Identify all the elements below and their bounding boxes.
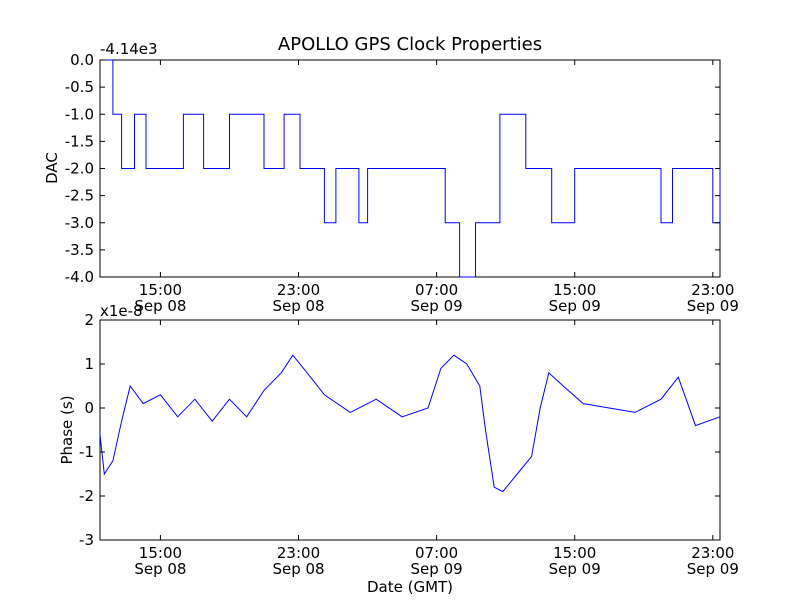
x-tick-label-time: 15:00: [139, 544, 182, 562]
dac-y-axis-label: DAC: [43, 152, 61, 184]
x-tick-label-date: Sep 09: [549, 297, 601, 315]
y-tick-label: -1: [79, 443, 94, 461]
x-tick-label-time: 15:00: [553, 281, 596, 299]
y-tick-label: -3.5: [65, 241, 94, 259]
y-tick-label: -2: [79, 487, 94, 505]
y-tick-label: 1: [84, 355, 94, 373]
chart-title: APOLLO GPS Clock Properties: [278, 34, 542, 55]
phase-y-axis-label: Phase (s): [58, 395, 76, 464]
x-tick-label-date: Sep 08: [272, 560, 324, 578]
x-tick-label-date: Sep 08: [134, 560, 186, 578]
y-tick-label: -4.0: [65, 268, 94, 286]
x-tick-label-date: Sep 08: [134, 297, 186, 315]
y-tick-label: -1.5: [65, 132, 94, 150]
x-tick-label-date: Sep 09: [411, 560, 463, 578]
x-tick-label-time: 07:00: [415, 544, 458, 562]
x-tick-label-date: Sep 09: [549, 560, 601, 578]
x-tick-label-time: 23:00: [277, 544, 320, 562]
series-line: [99, 354, 721, 493]
dac-series: [100, 59, 721, 278]
x-tick-label-date: Sep 09: [411, 297, 463, 315]
phase-plot-frame: [99, 319, 721, 541]
x-tick-label-time: 23:00: [691, 544, 734, 562]
phase-offset-label: x1e-8: [100, 302, 143, 320]
y-tick-label: -2.0: [65, 160, 94, 178]
x-tick-label-date: Sep 09: [687, 297, 739, 315]
y-tick-label: -1.0: [65, 105, 94, 123]
phase-y-ticks: 2 1 0 -1 -2 -3: [79, 311, 720, 549]
x-tick-label-time: 07:00: [415, 281, 458, 299]
y-tick-label: -3.0: [65, 214, 94, 232]
phase-x-axis-label: Date (GMT): [367, 578, 453, 596]
x-tick-label-date: Sep 09: [687, 560, 739, 578]
x-tick-label-time: 15:00: [139, 281, 182, 299]
x-tick-label-time: 23:00: [691, 281, 734, 299]
y-tick-label: 2: [84, 311, 94, 329]
dac-panel: 0.0 -0.5 -1.0 -1.5 -2.0 -2.5 -3.0 -3.5 -4.0 15:0…: [43, 40, 739, 315]
y-tick-label: -3: [79, 531, 94, 549]
dac-offset-label: -4.14e3: [100, 40, 158, 58]
x-tick-label-date: Sep 08: [272, 297, 324, 315]
x-tick-label-time: 15:00: [553, 544, 596, 562]
series-line: [100, 59, 721, 278]
y-tick-label: -2.5: [65, 187, 94, 205]
dac-y-ticks: 0.0 -0.5 -1.0 -1.5 -2.0 -2.5 -3.0 -3.5 -4.0: [65, 51, 720, 286]
phase-series: [99, 354, 721, 493]
y-tick-label: -0.5: [65, 78, 94, 96]
y-tick-label: 0: [84, 399, 94, 417]
x-tick-label-time: 23:00: [277, 281, 320, 299]
y-tick-label: 0.0: [70, 51, 94, 69]
